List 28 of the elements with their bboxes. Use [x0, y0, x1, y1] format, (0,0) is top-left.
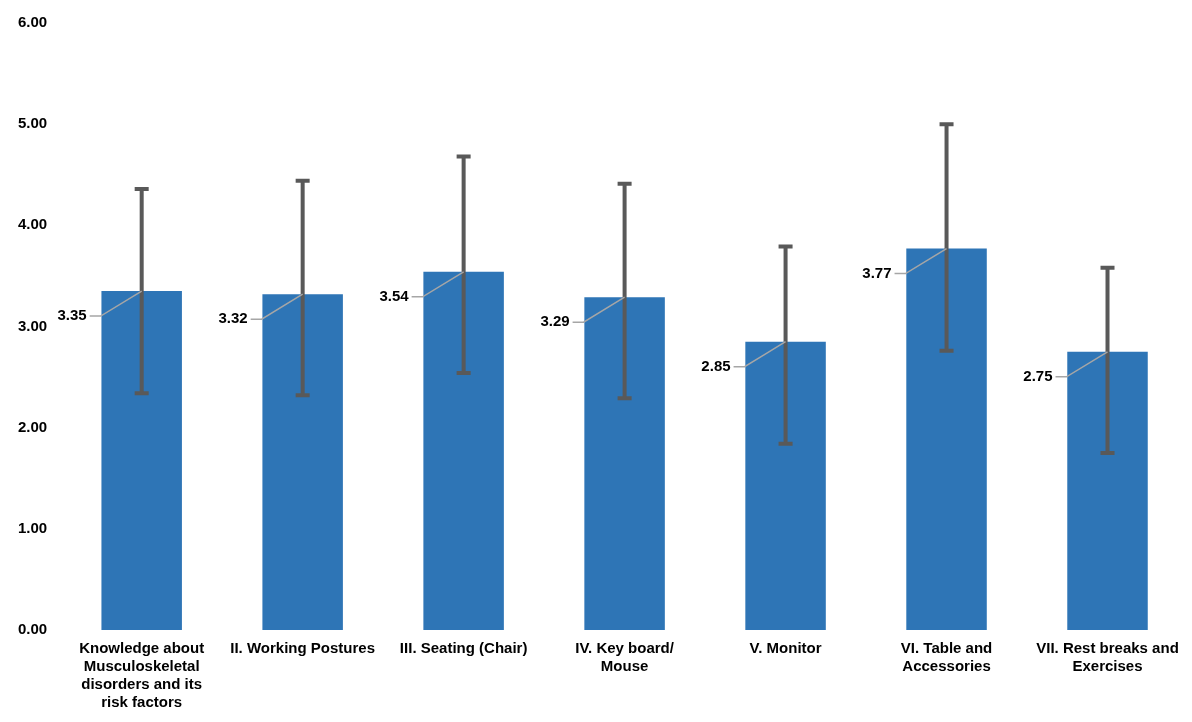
y-tick-label: 6.00	[17, 13, 48, 31]
data-label: 2.85	[701, 356, 731, 374]
x-tick-label: III. Seating (Chair)	[399, 639, 528, 657]
bar	[584, 297, 665, 630]
bar	[906, 248, 987, 630]
y-tick-label: 1.00	[17, 518, 48, 536]
x-tick-label: VII. Rest breaks and Exercises	[1036, 639, 1179, 675]
y-tick-label: 3.00	[17, 316, 48, 334]
bar	[423, 271, 504, 630]
x-tick-label: V. Monitor	[749, 639, 822, 657]
data-label: 3.32	[218, 309, 248, 327]
y-tick-label: 4.00	[17, 215, 48, 233]
bar	[262, 294, 343, 630]
y-tick-label: 0.00	[17, 620, 48, 638]
bar	[745, 341, 826, 630]
data-label: 3.54	[379, 287, 410, 305]
y-tick-label: 5.00	[17, 114, 48, 132]
bar	[101, 291, 182, 630]
y-tick-label: 2.00	[17, 417, 48, 435]
data-label: 3.29	[540, 312, 570, 330]
data-label: 3.77	[862, 263, 892, 281]
x-tick-label: Knowledge about Musculoskeletal disorders and its risk factors	[79, 639, 205, 711]
x-tick-label: II. Working Postures	[230, 639, 376, 657]
data-label: 2.75	[1023, 366, 1053, 384]
bar	[1067, 351, 1148, 630]
x-tick-label: IV. Key board/ Mouse	[575, 639, 675, 675]
x-tick-label: VI. Table and Accessories	[900, 639, 993, 675]
data-label: 3.35	[57, 306, 87, 324]
